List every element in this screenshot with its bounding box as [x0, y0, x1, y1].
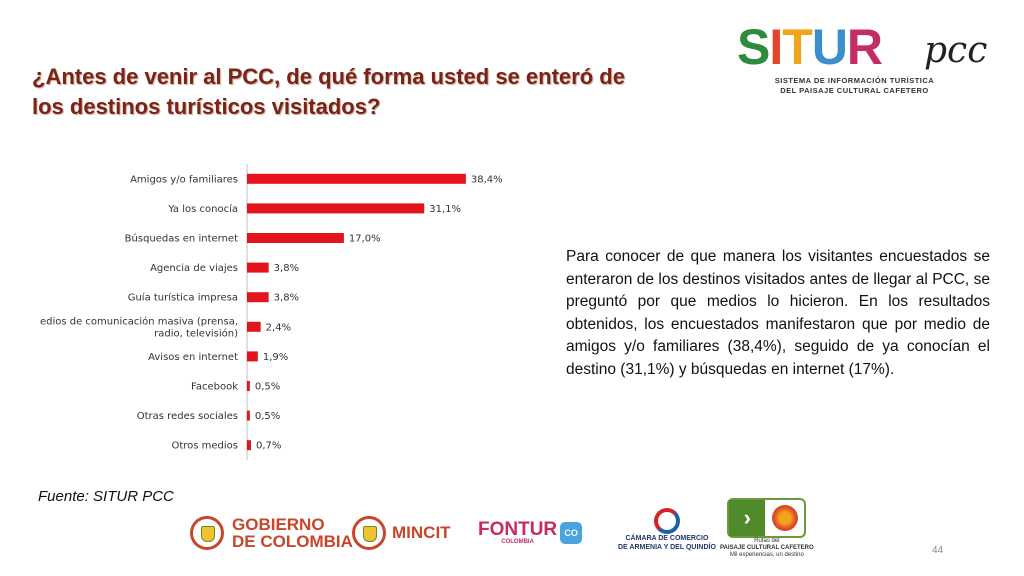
slide-title: ¿Antes de venir al PCC, de qué forma ust… — [32, 64, 625, 119]
source-note: Fuente: SITUR PCC — [38, 488, 174, 505]
data-label: 0,7% — [256, 441, 281, 452]
bar — [247, 440, 251, 451]
description-paragraph: Para conocer de que manera los visitante… — [566, 248, 990, 378]
category-label: Amigos y/o familiares — [130, 174, 238, 185]
data-label: 31,1% — [429, 204, 461, 215]
bar — [247, 381, 250, 391]
cultural-face-icon — [771, 505, 798, 531]
data-label: 2,4% — [266, 322, 291, 333]
category-label: Otros medios — [171, 441, 238, 452]
category-label: Medios de comunicación masiva (prensa, ra… — [40, 315, 238, 339]
bar — [247, 203, 425, 214]
category-label: Búsquedas en internet — [125, 233, 238, 245]
category-label: Facebook — [191, 382, 238, 393]
logo-suffix: pcc — [924, 30, 988, 71]
fontur-logo: FONTUR COLOMBIA CO — [478, 520, 583, 545]
bar — [247, 262, 269, 273]
chevron-right-icon: › — [729, 500, 766, 536]
bar — [247, 292, 269, 303]
data-label: 1,9% — [263, 352, 288, 363]
category-label: Avisos en internet — [148, 352, 238, 363]
rutas-pcc-logo: › Rutas del PAISAJE CULTURAL CAFETERO Mi… — [720, 498, 814, 559]
camara-swirl-icon — [653, 508, 680, 534]
category-label: Otras redes sociales — [137, 411, 238, 422]
category-label: Agencia de viajes — [150, 263, 238, 274]
bar — [247, 410, 250, 421]
data-label: 3,8% — [274, 263, 299, 274]
bar — [247, 173, 466, 184]
logo-subtitle-2: DEL PAISAJE CULTURAL CAFETERO — [780, 86, 929, 95]
mincit-logo: MINCIT — [352, 516, 451, 550]
chart-svg: Amigos y/o familiares 38,4% Ya los conocía… — [40, 164, 503, 460]
bar — [247, 321, 261, 332]
bar — [247, 233, 344, 243]
bar — [247, 351, 258, 362]
colombia-co-badge-icon: CO — [560, 522, 583, 544]
data-label: 0,5% — [255, 382, 280, 393]
mincit-seal-icon — [352, 516, 386, 550]
category-label: Guía turística impresa — [128, 292, 238, 304]
data-label: 3,8% — [274, 293, 299, 304]
bar-chart: Amigos y/o familiares 38,4% Ya los conocía… — [40, 160, 540, 460]
page-number: 44 — [932, 545, 944, 556]
camara-comercio-logo: CÁMARA DE COMERCIO DE ARMENIA Y DEL QUIN… — [618, 508, 716, 552]
situr-wordmark: SITUR — [737, 19, 883, 75]
data-label: 38,4% — [471, 174, 503, 185]
logo-subtitle-1: SISTEMA DE INFORMACIÓN TURÍSTICA — [774, 76, 935, 85]
category-label: Ya los conocía — [167, 203, 238, 215]
colombia-seal-icon — [190, 516, 224, 550]
data-label: 0,5% — [255, 411, 280, 422]
gobierno-logo: GOBIERNO DE COLOMBIA — [190, 516, 353, 550]
situr-pcc-logo: SITUR pcc SISTEMA DE INFORMACIÓN TURÍSTI… — [737, 18, 1007, 98]
data-label: 17,0% — [349, 234, 381, 245]
